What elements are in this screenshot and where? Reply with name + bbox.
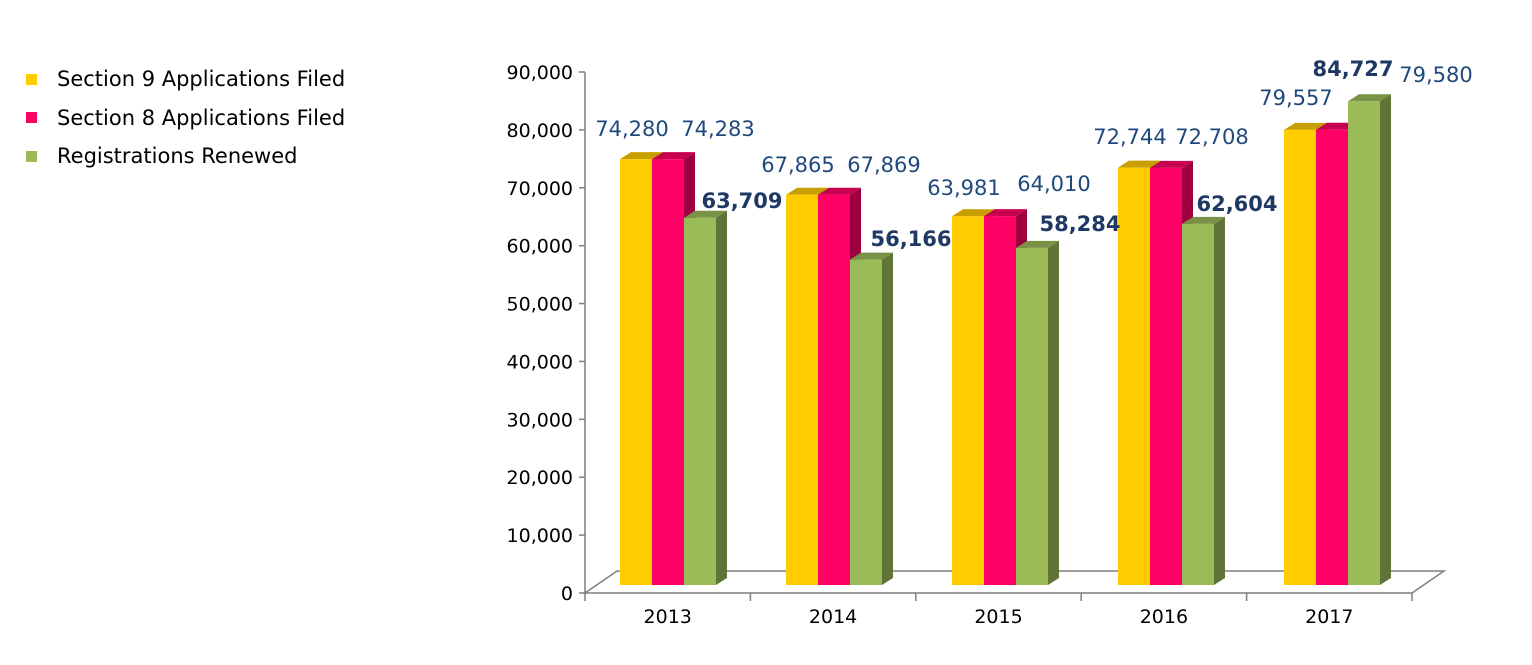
data-label: 58,284 <box>1039 212 1120 236</box>
bar <box>1316 129 1348 585</box>
bar <box>984 216 1016 586</box>
bar-top <box>850 252 893 260</box>
y-tick-label: 10,000 <box>507 525 573 547</box>
data-label: 63,709 <box>701 189 782 213</box>
legend-swatch <box>26 112 37 124</box>
bar <box>1150 167 1182 586</box>
legend-item-section-9: Section 9 Applications Filed <box>26 60 345 99</box>
bar <box>1348 101 1380 586</box>
bar-top <box>1182 216 1225 224</box>
data-label: 56,166 <box>870 227 951 251</box>
bars <box>620 94 1391 586</box>
bar-side <box>1048 240 1059 585</box>
chart-axes <box>582 72 1447 594</box>
legend-label: Section 8 Applications Filed <box>57 105 346 130</box>
bar-top <box>1348 94 1391 102</box>
y-tick-label: 40,000 <box>507 351 573 373</box>
data-label: 74,280 <box>595 117 668 141</box>
bar <box>786 194 818 586</box>
bar-top <box>1016 240 1059 248</box>
legend-item-registrations: Registrations Renewed <box>26 137 345 176</box>
data-label: 72,708 <box>1175 125 1248 149</box>
bar-top <box>1284 122 1327 130</box>
x-tick-label: 2017 <box>1305 606 1353 628</box>
bar-2-2016 <box>1182 216 1225 585</box>
bar-top <box>952 209 995 217</box>
bar <box>952 216 984 585</box>
y-tick-label: 20,000 <box>507 467 573 489</box>
legend-swatch <box>26 73 37 85</box>
bar <box>1118 167 1150 585</box>
bar <box>620 159 652 585</box>
y-tick-label: 30,000 <box>507 409 573 431</box>
bar-side <box>882 252 893 585</box>
data-label: 63,981 <box>927 176 1000 200</box>
chart-legend: Section 9 Applications Filed Section 8 A… <box>26 60 345 176</box>
bar-top <box>1150 160 1193 168</box>
y-tick-label: 70,000 <box>507 178 573 200</box>
bar-top <box>786 187 829 195</box>
bar <box>1284 129 1316 585</box>
y-tick-label: 50,000 <box>507 294 573 316</box>
bar-side <box>716 210 727 585</box>
bar <box>850 259 882 585</box>
data-label: 84,727 <box>1312 57 1393 81</box>
bar <box>1182 223 1214 585</box>
bar-side <box>1380 94 1391 586</box>
y-tick-label: 0 <box>561 583 573 605</box>
x-axis-ticks: 2013 2014 2015 2016 2017 <box>584 593 1413 628</box>
legend-item-section-8: Section 8 Applications Filed <box>26 99 345 138</box>
legend-swatch <box>26 150 37 162</box>
x-tick-label: 2015 <box>974 606 1022 628</box>
y-tick-label: 60,000 <box>507 236 573 258</box>
bar <box>1016 247 1048 585</box>
y-axis-ticks: 0 10,000 20,000 30,000 40,000 50,000 60,000 70,… <box>507 62 585 605</box>
data-label: 79,557 <box>1259 86 1332 110</box>
bar <box>684 217 716 585</box>
data-labels: 74,280 67,865 63,981 72,744 79,557 74,283 67,8… <box>595 57 1472 251</box>
x-tick-label: 2014 <box>809 606 857 628</box>
bar-top <box>1118 160 1161 168</box>
bar <box>818 194 850 585</box>
legend-label: Registrations Renewed <box>57 144 298 169</box>
chart-floor <box>582 570 1447 594</box>
data-label: 79,580 <box>1399 63 1472 87</box>
bar-top <box>620 152 663 160</box>
data-label: 74,283 <box>681 117 754 141</box>
bar <box>652 159 684 585</box>
data-label: 62,604 <box>1196 192 1277 216</box>
bar-2-2013 <box>684 210 727 585</box>
x-tick-label: 2013 <box>644 606 692 628</box>
legend-label: Section 9 Applications Filed <box>57 67 346 92</box>
bar-top <box>652 152 695 160</box>
bar-2-2017 <box>1348 94 1391 586</box>
y-tick-label: 90,000 <box>507 62 573 84</box>
bar-top <box>984 209 1027 217</box>
bar-top <box>684 210 727 218</box>
bar-side <box>1214 216 1225 585</box>
bar-2-2015 <box>1016 240 1059 585</box>
data-label: 64,010 <box>1017 172 1090 196</box>
bar-top <box>818 187 861 195</box>
bar-2-2014 <box>850 252 893 585</box>
x-tick-label: 2016 <box>1140 606 1188 628</box>
data-label: 72,744 <box>1093 125 1166 149</box>
data-label: 67,869 <box>847 153 920 177</box>
y-tick-label: 80,000 <box>507 120 573 142</box>
data-label: 67,865 <box>761 153 834 177</box>
